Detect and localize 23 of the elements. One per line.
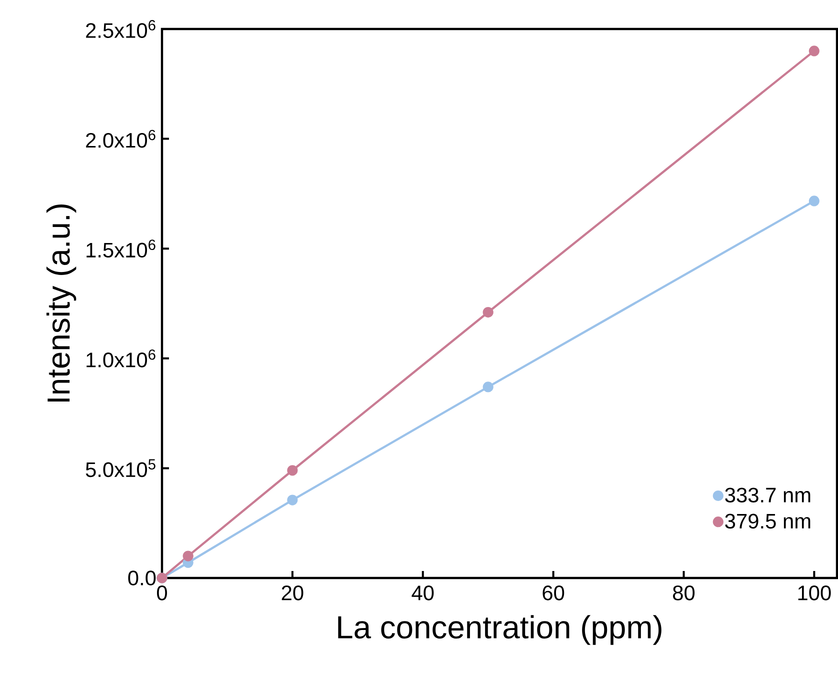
y-axis-title: Intensity (a.u.) — [46, 204, 76, 402]
y-tick-label: 5.0x10$^{5}$ — [86, 459, 156, 478]
x-tick-label: 40 — [412, 586, 434, 600]
legend-label: 333.7 nm — [725, 488, 810, 503]
point — [482, 306, 494, 318]
point — [182, 550, 194, 562]
x-tick-label: 80 — [673, 586, 695, 600]
legend-label: 379.5 nm — [725, 514, 810, 529]
x-tick-label: 100 — [798, 586, 831, 600]
x-tick-label: 60 — [542, 586, 564, 600]
point — [287, 465, 298, 476]
y-tick-label: 0.0 — [128, 570, 156, 586]
x-tick-label: 20 — [282, 586, 304, 600]
y-tick-label: 1.0x10$^{6}$ — [86, 349, 156, 368]
x-axis-title: La concentration (ppm) — [338, 615, 662, 645]
point — [482, 382, 494, 392]
point — [808, 46, 820, 56]
x-tick-label: 0 — [156, 586, 167, 600]
y-tick-label: 2.5x10$^{6}$ — [86, 20, 156, 38]
y-tick-label: 2.0x10$^{6}$ — [86, 130, 156, 148]
y-tick-label: 1.5x10$^{6}$ — [86, 240, 156, 258]
point — [287, 494, 298, 506]
point — [808, 196, 820, 206]
